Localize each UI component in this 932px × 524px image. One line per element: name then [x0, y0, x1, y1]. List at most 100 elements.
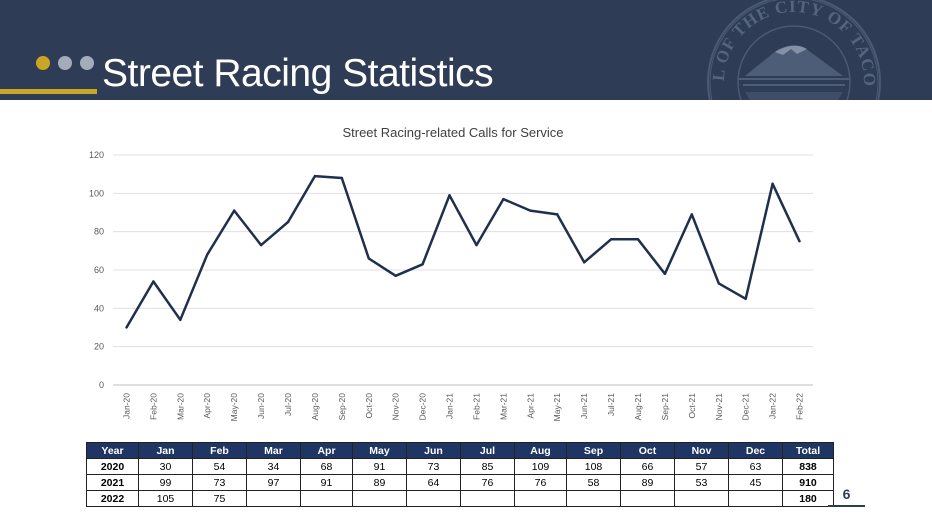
table-cell: 54 [192, 458, 247, 475]
data-point [206, 253, 209, 256]
gray-dot [58, 56, 72, 70]
data-point [475, 243, 478, 247]
table-cell: 109 [514, 458, 567, 475]
table-header-cell: Sep [566, 442, 621, 459]
data-point [152, 280, 155, 283]
table-header-cell: Feb [192, 442, 247, 459]
x-tick-label: Aug-20 [310, 393, 320, 421]
y-tick-label: 60 [94, 265, 104, 275]
x-tick-label: Jan-22 [768, 393, 778, 419]
gray-dot [80, 56, 94, 70]
table-cell [406, 490, 461, 507]
data-point [556, 213, 559, 216]
x-tick-label: Apr-21 [525, 393, 535, 419]
table-cell: 97 [246, 474, 301, 491]
y-tick-label: 80 [94, 227, 104, 237]
data-point [394, 274, 397, 277]
table-cell: 66 [620, 458, 675, 475]
x-tick-label: Mar-20 [175, 393, 185, 420]
x-tick-label: Feb-20 [148, 393, 158, 420]
page-number: 6 [842, 486, 851, 502]
table-header-cell: Total [782, 442, 834, 459]
table-cell: 2022 [86, 490, 139, 507]
slide-title: Street Racing Statistics [102, 52, 494, 95]
table-cell: 76 [460, 474, 515, 491]
x-tick-label: May-21 [552, 393, 562, 422]
table-cell: 58 [566, 474, 621, 491]
x-tick-label: Jun-21 [579, 393, 589, 419]
table-header-row: Year Jan Feb Mar Apr May Jun Jul Aug Sep Oct Nov Dec… [86, 442, 834, 459]
gold-dot [36, 56, 50, 70]
table-cell [514, 490, 567, 507]
table-header-cell: Jan [138, 442, 193, 459]
table-header-cell: Jul [460, 442, 515, 459]
x-tick-label: Sep-21 [660, 393, 670, 421]
table-header-cell: Aug [514, 442, 567, 459]
table-cell [620, 490, 675, 507]
data-point [582, 261, 586, 264]
table-cell: 53 [674, 474, 729, 491]
data-point [529, 209, 532, 212]
data-point [744, 297, 747, 300]
table-cell: 105 [138, 490, 193, 507]
x-tick-label: Jan-21 [445, 393, 455, 419]
series-group [125, 174, 801, 329]
table-cell: 180 [782, 490, 834, 507]
table-cell: 89 [352, 474, 407, 491]
table-cell: 34 [246, 458, 301, 475]
x-tick-label: Oct-21 [687, 393, 697, 419]
table-cell: 89 [620, 474, 675, 491]
x-tick-label: Feb-22 [795, 393, 805, 420]
table-row: 2021 99 73 97 91 89 64 76 76 58 89 53 45 910 [86, 474, 834, 491]
table-header-cell: Jun [406, 442, 461, 459]
table-cell: 108 [566, 458, 621, 475]
x-tick-label: Mar-21 [498, 393, 508, 420]
table-cell [566, 490, 621, 507]
x-tick-label: Apr-20 [202, 393, 212, 419]
series-line [125, 174, 801, 329]
table-cell: 63 [728, 458, 783, 475]
table-header-cell: Oct [620, 442, 675, 459]
x-tick-label: Jul-21 [606, 393, 616, 416]
calls-table: Year Jan Feb Mar Apr May Jun Jul Aug Sep Oct Nov Dec… [86, 442, 834, 507]
table-cell: 838 [782, 458, 834, 475]
line-chart: Street Racing-related Calls for Service … [89, 125, 813, 422]
table-header-cell: Nov [674, 442, 729, 459]
table-cell [352, 490, 407, 507]
x-tick-label: Jun-20 [256, 393, 266, 419]
y-tick-label: 20 [94, 342, 104, 352]
table-cell: 91 [300, 474, 353, 491]
gold-underline [0, 89, 97, 94]
data-point [179, 318, 182, 322]
data-point [340, 176, 344, 180]
table-cell: 73 [406, 458, 461, 475]
page-number-underline [828, 505, 865, 507]
x-tick-label: Aug-21 [633, 393, 643, 421]
data-point [367, 257, 370, 260]
data-point [690, 213, 694, 216]
data-point [448, 194, 451, 197]
table-cell [300, 490, 353, 507]
data-point [502, 197, 505, 201]
x-tick-label: Sep-20 [337, 393, 347, 421]
x-tick-label: Dec-21 [741, 393, 751, 421]
x-tick-label: Nov-20 [391, 393, 401, 421]
table-cell: 57 [674, 458, 729, 475]
table-cell [728, 490, 783, 507]
x-tick-label: Jan-20 [121, 393, 131, 419]
table-cell: 2021 [86, 474, 139, 491]
table-cell [460, 490, 515, 507]
gridlines [113, 154, 813, 386]
table-cell: 99 [138, 474, 193, 491]
data-point [313, 174, 317, 178]
table-cell: 910 [782, 474, 834, 491]
x-tick-label: Dec-20 [418, 393, 428, 421]
x-tick-label: May-20 [229, 393, 239, 422]
table-cell: 2020 [86, 458, 139, 475]
city-seal-logo: SEAL OF THE CITY OF TACOMA [705, 0, 881, 100]
table-cell: 73 [192, 474, 247, 491]
table-cell: 75 [192, 490, 247, 507]
data-point [609, 238, 613, 241]
header-banner: Street Racing Statistics SEAL OF THE CIT… [0, 0, 932, 100]
data-point [771, 182, 774, 185]
